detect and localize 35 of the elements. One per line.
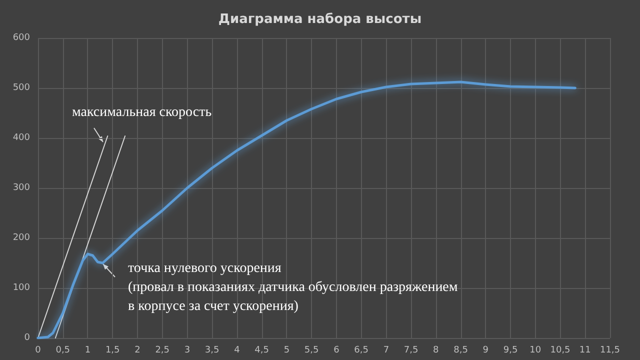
x-tick-label: 3 [184,346,190,356]
x-tick-label: 2 [134,346,140,356]
x-tick-label: 6 [334,346,340,356]
x-tick-label: 11 [579,346,591,356]
x-tick-label: 0,5 [56,346,70,356]
x-tick-label: 10,5 [550,346,570,356]
y-tick-label: 600 [12,33,30,43]
annotation: максимальная скорость [72,105,212,120]
annotation: точка нулевого ускорения (провал в показаниях датчика обусловлен разряжением в корпусе за счет ускорения) [128,261,458,314]
x-tick-label: 10 [530,346,542,356]
x-tick-label: 1,5 [105,346,120,356]
line-series [36,80,576,340]
x-tick-label: 2,5 [155,346,170,356]
x-tick-label: 1 [84,346,91,356]
x-tick-label: 9 [482,346,489,356]
x-tick-label: 11,5 [600,346,620,356]
x-tick-label: 4,5 [254,346,269,356]
x-tick-label: 4 [234,346,240,356]
x-tick-label: 5 [284,346,290,356]
y-tick-label: 300 [12,183,30,193]
x-tick-label: 6,5 [354,346,368,356]
y-tick-label: 100 [12,283,30,293]
x-tick-label: 7 [383,346,390,356]
y-tick-label: 0 [24,333,30,343]
x-tick-label: 9,5 [503,346,518,356]
x-tick-label: 8,5 [454,346,468,356]
x-tick-label: 8 [433,346,440,356]
y-tick-label: 200 [12,233,30,243]
y-tick-label: 400 [12,133,30,143]
x-tick-label: 0 [35,346,42,356]
x-tick-label: 3,5 [204,346,220,356]
y-tick-label: 500 [12,83,30,93]
chart-title: Диаграмма набора высоты [218,12,422,27]
x-tick-label: 5,5 [304,346,319,356]
x-tick-label: 7,5 [404,346,418,356]
